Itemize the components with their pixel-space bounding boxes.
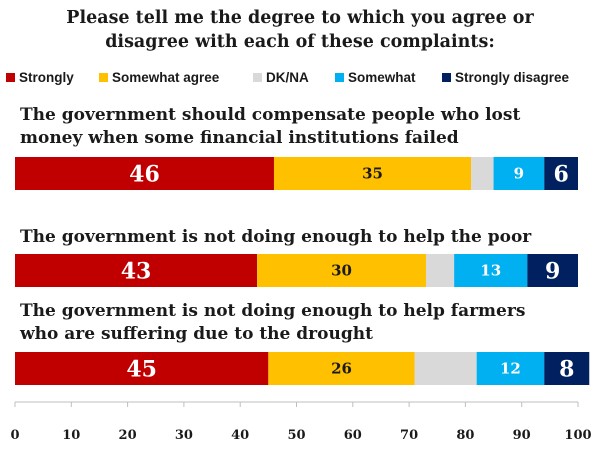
x-tick-label-80: 80 (456, 428, 474, 443)
x-tick-label-90: 90 (513, 428, 531, 443)
legend-item-strongly: Strongly (6, 68, 74, 86)
chart-title-line-2: disagree with each of these complaints: (105, 32, 495, 52)
bar-segment-3-4 (476, 352, 545, 385)
data-label-1-4: 9 (514, 165, 524, 183)
legend-label-strongly-disagree: Strongly disagree (455, 69, 570, 85)
legend-item-somewhat: Somewhat (335, 68, 416, 86)
data-label-1-1: 46 (129, 162, 160, 188)
question-label-1: The government should compensate people … (20, 104, 590, 150)
x-tick-label-50: 50 (287, 428, 305, 443)
legend-swatch-dk-na (253, 72, 262, 82)
data-label-2-4: 13 (480, 262, 501, 280)
legend-swatch-somewhat-agree (99, 72, 108, 82)
data-label-3-2: 26 (331, 360, 352, 378)
question-label-1-line-1: The government should compensate people … (20, 105, 521, 125)
bar-segment-2-3 (425, 254, 455, 287)
data-label-1-2: 35 (362, 165, 383, 183)
question-label-3: The government is not doing enough to he… (20, 300, 590, 346)
legend-item-strongly-disagree: Strongly disagree (442, 68, 569, 86)
bar-segment-1-2 (273, 157, 472, 190)
bar-segment-3-3 (414, 352, 477, 385)
data-label-1-5: 6 (553, 162, 568, 188)
data-label-3-1: 45 (126, 357, 157, 383)
data-label-2-5: 9 (545, 259, 560, 285)
data-label-2-1: 43 (121, 259, 152, 285)
chart-legend: Strongly Somewhat agree DK/NA Somewhat S… (6, 68, 600, 86)
x-tick-label-100: 100 (564, 428, 591, 443)
bar-segment-1-4 (493, 157, 545, 190)
legend-item-dk-na: DK/NA (253, 68, 309, 86)
question-label-3-line-2: who are suffering due to the drought (20, 324, 373, 344)
x-tick-label-30: 30 (175, 428, 193, 443)
x-tick-label-70: 70 (400, 428, 418, 443)
bar-segment-1-3 (471, 157, 494, 190)
chart-title: Please tell me the degree to which you a… (0, 6, 600, 54)
bar-segment-2-2 (257, 254, 426, 287)
bar-segment-2-4 (454, 254, 528, 287)
bar-segment-2-1 (15, 254, 258, 287)
legend-label-strongly: Strongly (19, 69, 74, 85)
bar-segment-3-1 (15, 352, 269, 385)
data-label-2-2: 30 (331, 262, 352, 280)
bar-segment-3-2 (268, 352, 415, 385)
bar-segment-3-5 (544, 352, 590, 385)
question-label-1-line-2: money when some financial institutions f… (20, 128, 459, 148)
legend-label-dk-na: DK/NA (266, 69, 309, 85)
legend-swatch-strongly (6, 72, 15, 82)
bar-segment-1-1 (15, 157, 274, 190)
question-label-2-line-1: The government is not doing enough to he… (20, 227, 532, 247)
x-tick-label-40: 40 (231, 428, 249, 443)
bar-segment-2-5 (527, 254, 578, 287)
x-tick-label-10: 10 (62, 428, 80, 443)
legend-label-somewhat: Somewhat (348, 69, 416, 85)
legend-swatch-strongly-disagree (442, 72, 451, 82)
x-tick-label-0: 0 (10, 428, 19, 443)
legend-item-somewhat-agree: Somewhat agree (99, 68, 219, 86)
legend-swatch-somewhat (335, 72, 344, 82)
bar-segment-1-5 (544, 157, 578, 190)
data-label-3-4: 12 (500, 360, 521, 378)
legend-label-somewhat-agree: Somewhat agree (112, 69, 220, 85)
x-tick-label-60: 60 (344, 428, 362, 443)
chart-title-line-1: Please tell me the degree to which you a… (66, 8, 534, 28)
question-label-3-line-1: The government is not doing enough to he… (20, 301, 526, 321)
question-label-2: The government is not doing enough to he… (20, 226, 590, 249)
data-label-3-5: 8 (559, 357, 574, 383)
x-tick-label-20: 20 (119, 428, 137, 443)
